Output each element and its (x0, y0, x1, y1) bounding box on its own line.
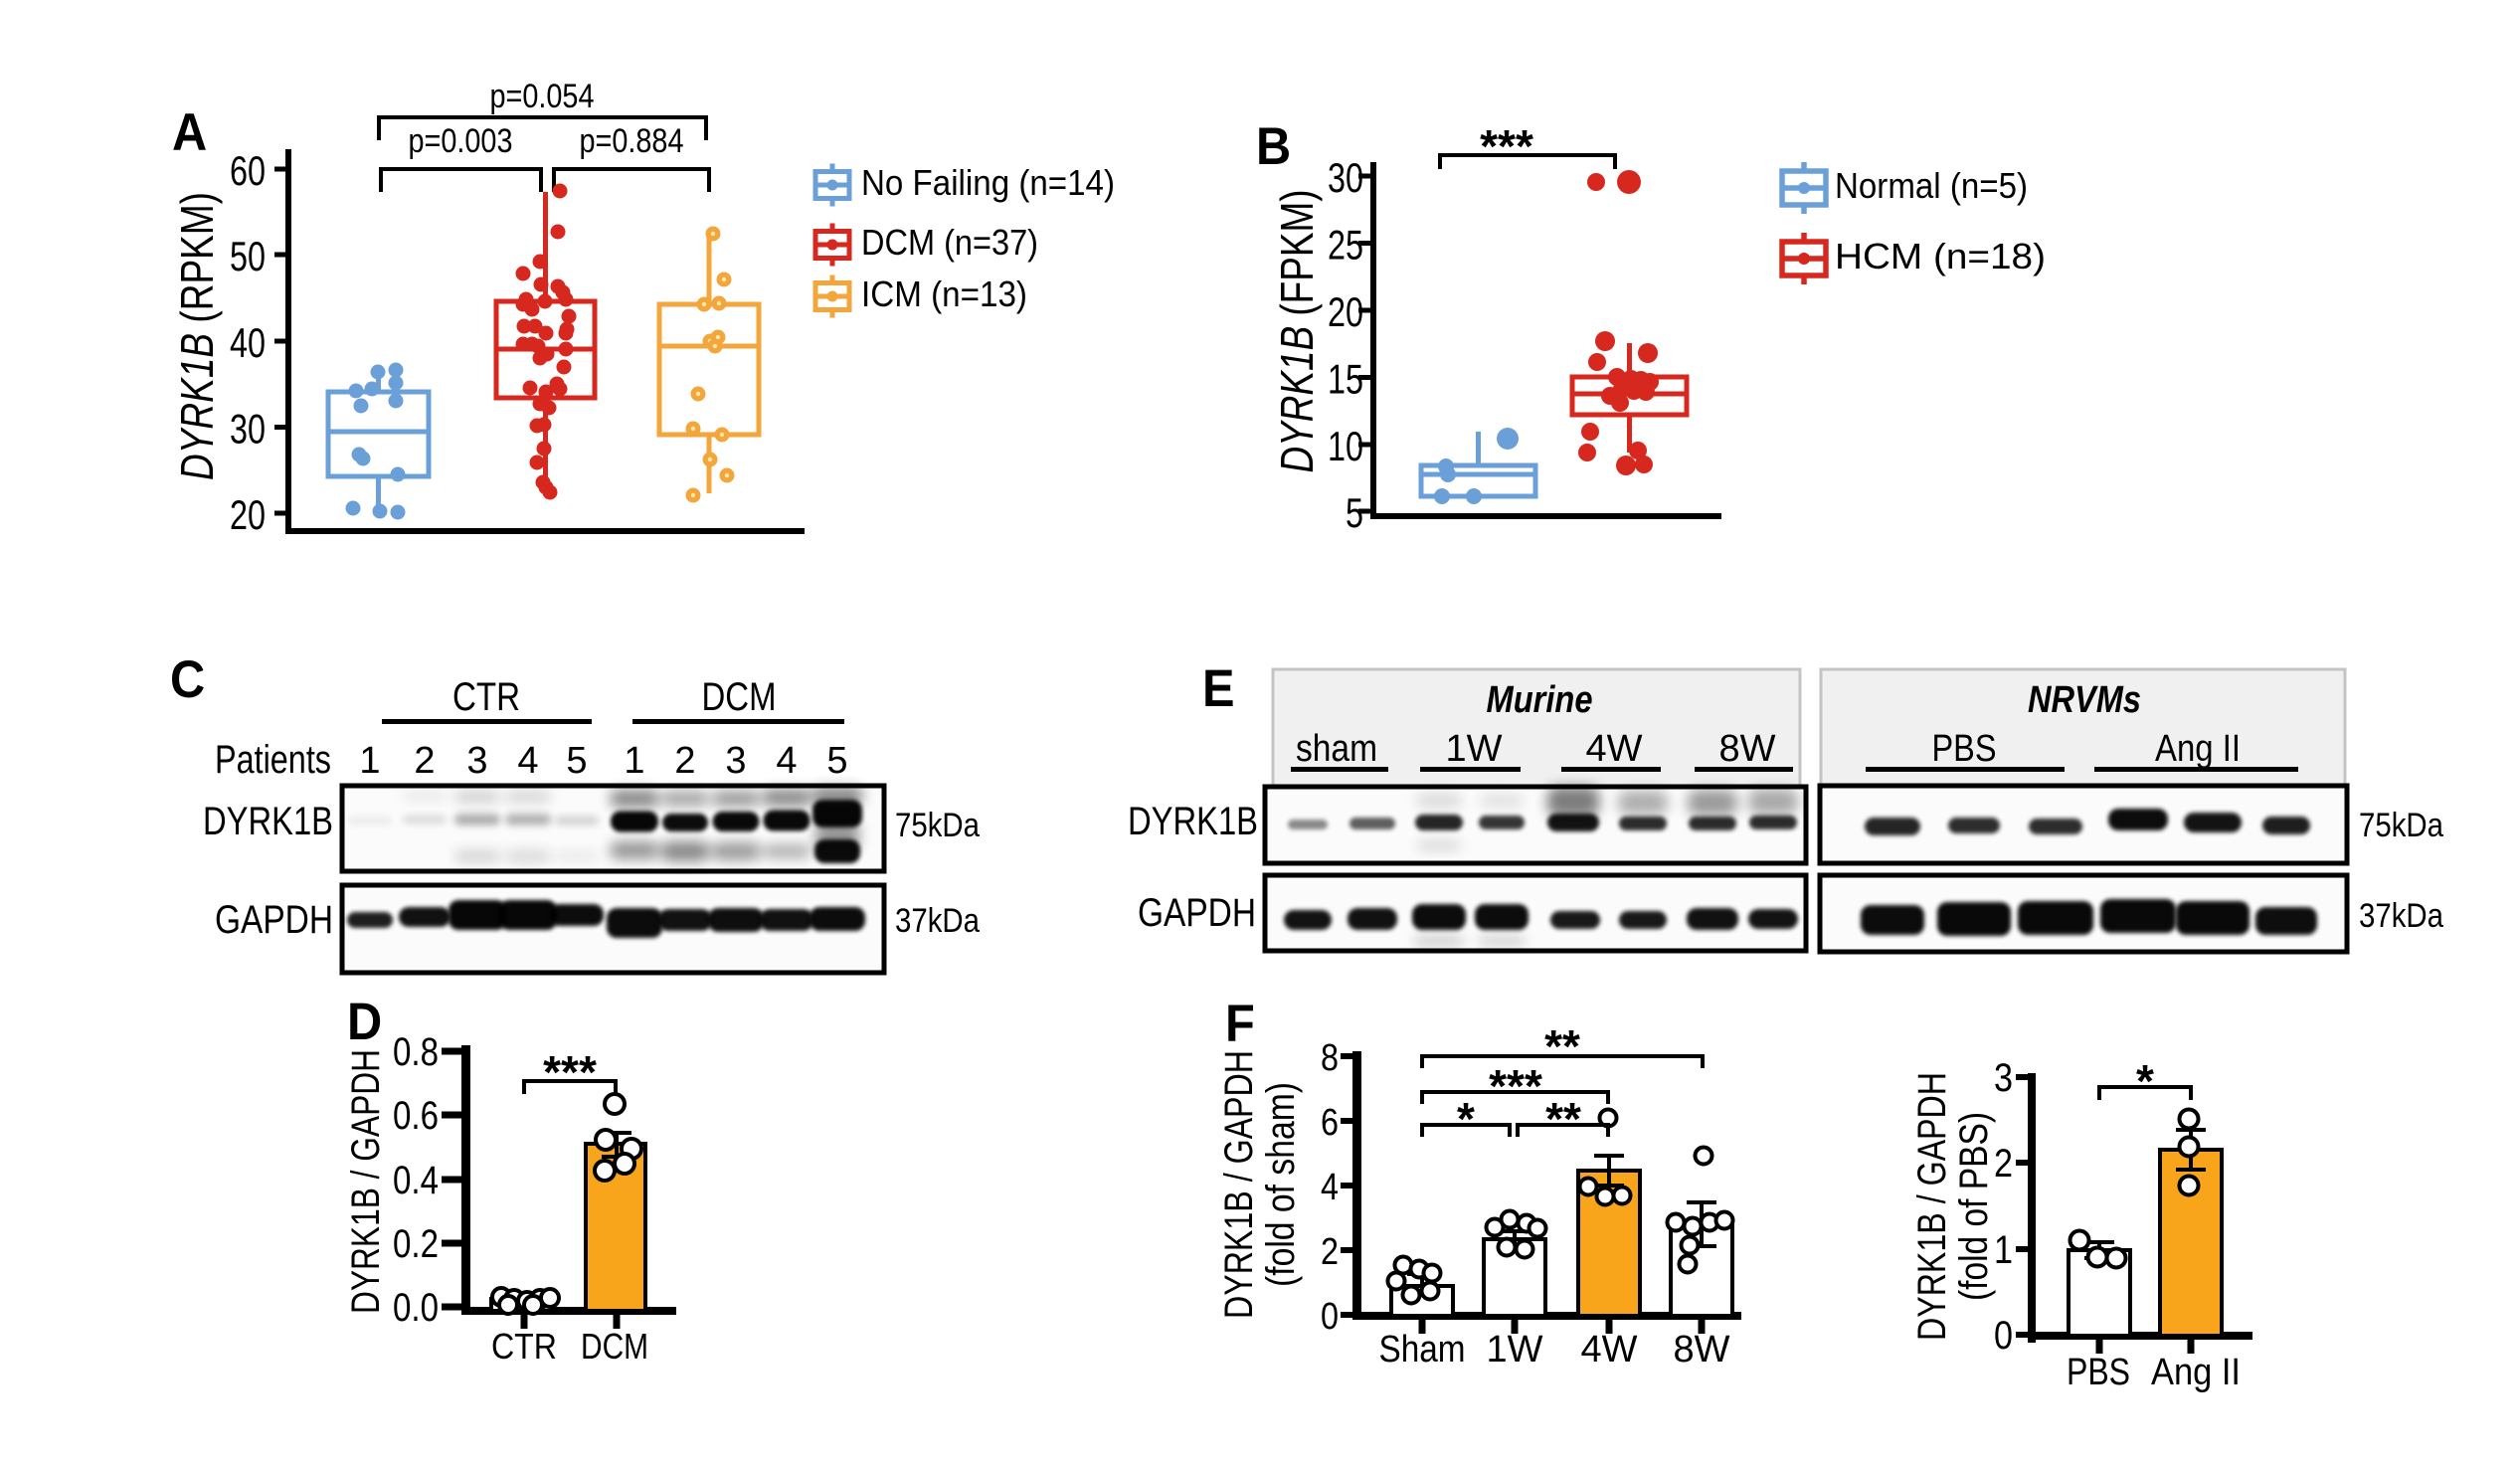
svg-text:4W: 4W (1581, 1329, 1638, 1371)
svg-text:3: 3 (1994, 1056, 2013, 1100)
svg-text:F: F (1225, 995, 1255, 1053)
svg-text:E: E (1202, 659, 1235, 718)
svg-text:PBS: PBS (1932, 728, 1997, 770)
svg-text:DYRK1B / GAPDH: DYRK1B / GAPDH (1910, 1072, 1954, 1341)
svg-text:2: 2 (1321, 1231, 1339, 1273)
svg-text:***: *** (1480, 120, 1533, 172)
svg-text:p=0.884: p=0.884 (580, 122, 684, 160)
svg-text:75kDa: 75kDa (2359, 807, 2443, 844)
svg-text:75kDa: 75kDa (895, 807, 980, 844)
svg-text:8: 8 (1321, 1037, 1339, 1079)
svg-text:Ang II: Ang II (2151, 1352, 2241, 1393)
svg-text:p=0.054: p=0.054 (490, 78, 595, 115)
svg-text:Normal (n=5): Normal (n=5) (1835, 165, 2028, 206)
svg-text:GAPDH: GAPDH (215, 898, 333, 942)
svg-text:NRVMs: NRVMs (2028, 679, 2141, 721)
svg-text:5: 5 (1346, 489, 1363, 536)
svg-text:CTR: CTR (491, 1326, 557, 1367)
svg-text:Ang II: Ang II (2155, 728, 2241, 770)
svg-text:4W: 4W (1586, 728, 1643, 770)
svg-text:Sham: Sham (1379, 1329, 1466, 1371)
svg-text:50: 50 (230, 233, 266, 279)
svg-text:Patients: Patients (215, 738, 331, 782)
svg-text:sham: sham (1296, 728, 1377, 770)
svg-text:30: 30 (1328, 154, 1363, 201)
svg-text:(FPKM): (FPKM) (1271, 190, 1323, 316)
svg-text:1: 1 (359, 740, 380, 782)
svg-text:***: *** (1489, 1060, 1542, 1112)
svg-text:1: 1 (1994, 1228, 2013, 1272)
svg-text:3: 3 (466, 740, 487, 782)
svg-text:4: 4 (1321, 1167, 1339, 1208)
svg-text:**: ** (1545, 1093, 1581, 1145)
svg-text:DYRK1B: DYRK1B (171, 333, 223, 480)
svg-text:2: 2 (1994, 1142, 2013, 1186)
svg-text:0.2: 0.2 (393, 1222, 439, 1266)
svg-text:DYRK1B: DYRK1B (1128, 800, 1258, 843)
svg-text:5: 5 (566, 740, 587, 782)
svg-text:(fold of sham): (fold of sham) (1259, 1082, 1303, 1287)
svg-text:PBS: PBS (2067, 1352, 2130, 1393)
svg-text:0.4: 0.4 (393, 1159, 439, 1202)
svg-text:(RPKM): (RPKM) (171, 192, 223, 323)
svg-text:(fold of PBS): (fold of PBS) (1952, 1112, 1996, 1301)
svg-text:4: 4 (776, 740, 797, 782)
svg-text:0.6: 0.6 (393, 1094, 439, 1138)
svg-text:60: 60 (230, 147, 266, 194)
svg-text:40: 40 (230, 319, 266, 366)
svg-text:DCM (n=37): DCM (n=37) (861, 222, 1038, 263)
svg-text:8W: 8W (1674, 1329, 1730, 1371)
svg-text:DYRK1B / GAPDH: DYRK1B / GAPDH (1217, 1050, 1261, 1319)
svg-text:0: 0 (1321, 1296, 1339, 1338)
svg-text:ICM (n=13): ICM (n=13) (861, 274, 1027, 314)
svg-text:A: A (172, 103, 207, 162)
svg-text:25: 25 (1328, 222, 1363, 269)
svg-text:5: 5 (826, 740, 847, 782)
svg-text:4: 4 (517, 740, 538, 782)
svg-text:CTR: CTR (452, 675, 520, 719)
svg-text:1W: 1W (1487, 1329, 1543, 1371)
svg-text:GAPDH: GAPDH (1138, 891, 1256, 935)
svg-text:0.0: 0.0 (393, 1286, 439, 1330)
svg-text:DYRK1B: DYRK1B (1271, 326, 1323, 473)
svg-text:0.8: 0.8 (393, 1030, 439, 1074)
svg-text:*: * (1457, 1093, 1475, 1145)
svg-text:No Failing (n=14): No Failing (n=14) (861, 162, 1115, 203)
svg-text:30: 30 (230, 406, 266, 453)
svg-text:p=0.003: p=0.003 (409, 122, 513, 160)
svg-text:**: ** (1544, 1020, 1580, 1072)
svg-text:DYRK1B / GAPDH: DYRK1B / GAPDH (344, 1049, 388, 1314)
svg-text:6: 6 (1321, 1102, 1339, 1144)
svg-text:C: C (170, 650, 205, 709)
svg-text:8W: 8W (1719, 728, 1776, 770)
svg-text:2: 2 (674, 740, 695, 782)
svg-text:37kDa: 37kDa (895, 902, 980, 940)
svg-text:20: 20 (230, 491, 266, 538)
svg-text:0: 0 (1994, 1314, 2013, 1358)
svg-text:HCM (n=18): HCM (n=18) (1835, 236, 2046, 276)
svg-text:1: 1 (624, 740, 644, 782)
svg-text:Murine: Murine (1487, 679, 1593, 721)
svg-text:10: 10 (1328, 423, 1363, 469)
svg-text:1W: 1W (1446, 728, 1503, 770)
svg-text:37kDa: 37kDa (2359, 897, 2443, 935)
svg-text:DYRK1B: DYRK1B (203, 800, 333, 843)
svg-text:3: 3 (725, 740, 746, 782)
svg-text:D: D (347, 993, 382, 1051)
svg-text:B: B (1256, 117, 1291, 176)
svg-text:20: 20 (1328, 288, 1363, 335)
svg-text:2: 2 (414, 740, 435, 782)
svg-text:***: *** (543, 1046, 597, 1098)
svg-text:15: 15 (1328, 356, 1363, 403)
svg-text:DCM: DCM (702, 675, 777, 719)
svg-text:DCM: DCM (581, 1326, 648, 1367)
svg-text:*: * (2136, 1055, 2154, 1107)
